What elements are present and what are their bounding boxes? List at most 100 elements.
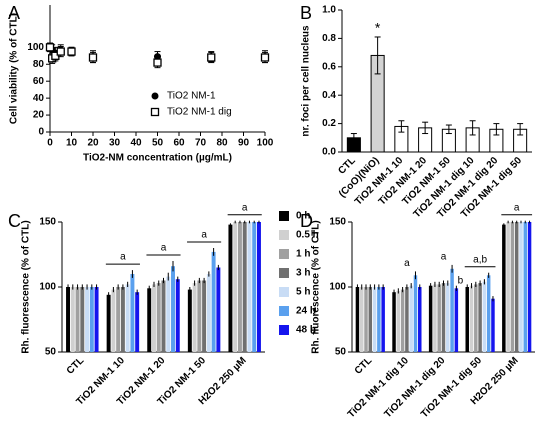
bar [364,287,368,352]
point [51,51,60,60]
bar [161,280,166,352]
legend-label: TiO2 NM-1 [167,91,216,102]
x-tick-label: 20 [87,138,99,149]
bar [80,287,85,352]
y-axis-label: Rh. fluorescence (% of CTL) [311,220,322,353]
y-tick-label: 150 [329,217,346,228]
bar [85,287,90,352]
bar [135,292,140,352]
x-tick-label: 40 [130,138,142,149]
bar [111,289,116,352]
bar [482,281,487,352]
y-tick-label: 0.6 [322,61,336,72]
legend-swatch [279,268,289,278]
bar [171,266,175,352]
bar [405,287,409,352]
y-tick-label: 0.2 [322,118,336,129]
panel-letter: A [8,3,20,23]
bar [216,267,221,352]
x-axis-label: TiO2-NM concentration (µg/mL) [83,153,232,164]
bar [433,284,437,352]
point [67,47,76,56]
x-tick-label: CTL [65,355,87,377]
bar [175,279,180,352]
y-tick-label: 0.0 [322,147,336,158]
bar [514,222,519,352]
legend-label: 3 h [296,268,310,279]
y-tick-label: 0 [38,127,44,138]
x-tick-label: 50 [152,138,164,149]
y-axis-label: nr. foci per cell nucleus [301,25,312,137]
annotation: a [514,202,520,213]
annotation: * [375,20,381,36]
bar [454,288,459,352]
annotation: a [441,252,447,263]
bar [197,280,202,352]
bar [428,285,433,352]
annotation: b [458,275,464,286]
y-tick-label: 80 [33,59,45,70]
point [154,53,161,61]
annotation: a [161,243,167,254]
bar [469,285,474,352]
bar [446,283,450,352]
bar [502,224,506,352]
y-axis-label: Cell viability (% of CTL) [9,13,20,124]
bar [523,222,528,352]
bar [156,283,161,352]
legend-label: 1 h [296,249,310,260]
y-tick-label: 20 [33,110,45,121]
bar [465,287,469,352]
bar [478,283,482,352]
bar [527,222,532,352]
bar [237,222,242,352]
point [153,58,162,67]
legend-label: 0.5 h [296,230,319,241]
x-tick-label: CTL [353,355,375,377]
legend-label: 48 h [296,325,316,336]
legend-label: 24 h [296,306,316,317]
bar [372,287,377,352]
bar [474,284,478,352]
point [56,47,65,56]
bar [510,222,515,352]
legend-swatch [279,230,289,240]
bar [377,287,381,352]
y-tick-label: 1.0 [322,5,336,16]
y-tick-label: 100 [39,282,56,293]
bar [441,283,446,352]
bar [120,287,125,352]
panel-letter: C [8,211,21,231]
bar [130,274,135,352]
bar [211,251,216,352]
x-tick-label: 90 [238,138,250,149]
bar [506,222,510,352]
legend-swatch [279,211,289,221]
bar [106,294,111,352]
x-tick-label: 100 [257,138,274,149]
bar [202,280,207,352]
x-tick-label: 0 [47,138,53,149]
annotation: a [404,258,410,269]
legend-swatch [279,287,289,297]
bar [256,222,261,352]
bar [359,287,364,352]
bar [400,289,405,352]
bar [89,287,94,352]
x-tick-label: 10 [66,138,78,149]
legend-swatch [279,306,289,316]
annotation: a [120,252,126,263]
x-tick-label: 80 [216,138,228,149]
bar [252,222,257,352]
bar [491,298,495,352]
y-tick-label: 40 [33,93,45,104]
bar [355,287,360,352]
bar [450,268,454,352]
x-tick-label: 30 [109,138,121,149]
annotation: a [242,202,248,213]
y-tick-label: 100 [329,282,346,293]
point [207,53,216,62]
bar [418,287,422,352]
bar [228,224,233,352]
y-tick-label: 150 [39,217,56,228]
